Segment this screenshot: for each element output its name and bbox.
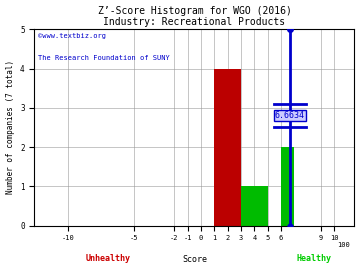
Bar <box>281 147 294 225</box>
Y-axis label: Number of companies (7 total): Number of companies (7 total) <box>5 60 14 194</box>
Bar <box>215 69 241 225</box>
Text: Unhealthy: Unhealthy <box>85 254 130 263</box>
Title: Z’-Score Histogram for WGO (2016)
Industry: Recreational Products: Z’-Score Histogram for WGO (2016) Indust… <box>98 6 291 27</box>
Text: Healthy: Healthy <box>297 254 332 263</box>
Text: 100: 100 <box>337 242 350 248</box>
Text: 6.6634: 6.6634 <box>275 111 305 120</box>
Text: ©www.textbiz.org: ©www.textbiz.org <box>38 33 105 39</box>
X-axis label: Score: Score <box>182 255 207 264</box>
Bar <box>241 186 268 225</box>
Text: The Research Foundation of SUNY: The Research Foundation of SUNY <box>38 55 170 61</box>
